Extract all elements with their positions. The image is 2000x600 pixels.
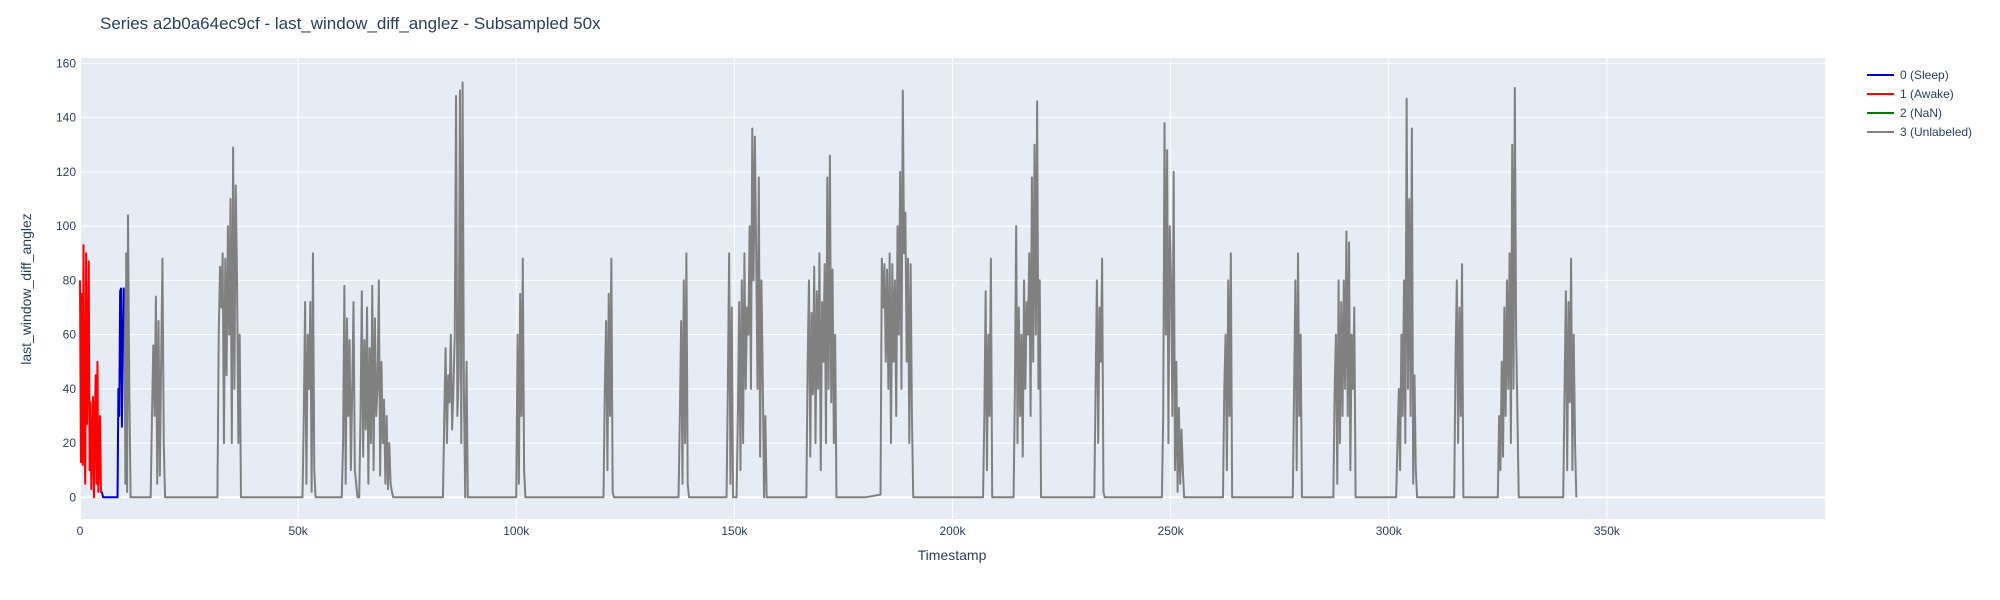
series-line-1[interactable]	[79, 244, 102, 499]
x-tick-label: 50k	[288, 524, 308, 538]
legend-item-2[interactable]: 2 (NaN)	[1867, 106, 1942, 120]
x-tick-label: 150k	[721, 524, 748, 538]
legend[interactable]: 0 (Sleep) 1 (Awake) 2 (NaN) 3 (Unlabeled)	[1867, 68, 1972, 139]
legend-label: 3 (Unlabeled)	[1900, 125, 1972, 139]
y-tick-label: 0	[69, 490, 76, 504]
y-axis-title: last_window_diff_anglez	[18, 213, 34, 365]
x-tick-label: 0	[77, 524, 84, 538]
x-tick-label: 300k	[1376, 524, 1403, 538]
y-tick-label: 80	[63, 273, 77, 287]
x-tick-label: 200k	[939, 524, 966, 538]
chart-title: Series a2b0a64ec9cf - last_window_diff_a…	[100, 14, 601, 33]
y-tick-label: 140	[56, 111, 76, 125]
x-tick-label: 350k	[1594, 524, 1621, 538]
series-line-0[interactable]	[100, 287, 125, 499]
series-line-3[interactable]	[123, 81, 1578, 499]
tick-labels: 0 20 40 60 80 100 120 140 160 0 50k 100k 150k 200k 250…	[56, 56, 1621, 538]
legend-item-3[interactable]: 3 (Unlabeled)	[1867, 125, 1972, 139]
x-tick-label: 250k	[1158, 524, 1185, 538]
series-layer[interactable]	[79, 81, 1578, 499]
y-tick-label: 160	[56, 56, 76, 70]
y-tick-label: 40	[63, 382, 77, 396]
y-tick-label: 60	[63, 328, 77, 342]
x-axis-title: Timestamp	[918, 547, 987, 563]
x-tick-label: 100k	[503, 524, 530, 538]
legend-label: 0 (Sleep)	[1900, 68, 1949, 82]
legend-label: 2 (NaN)	[1900, 106, 1942, 120]
y-tick-label: 20	[63, 436, 77, 450]
y-tick-label: 120	[56, 165, 76, 179]
legend-item-1[interactable]: 1 (Awake)	[1867, 87, 1954, 101]
legend-item-0[interactable]: 0 (Sleep)	[1867, 68, 1949, 82]
legend-label: 1 (Awake)	[1900, 87, 1954, 101]
y-tick-label: 100	[56, 219, 76, 233]
